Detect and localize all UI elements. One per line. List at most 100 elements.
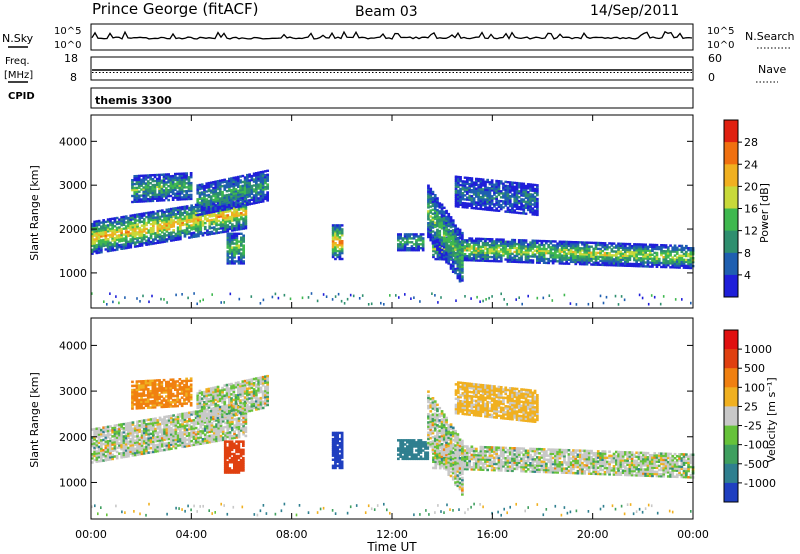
power-cell	[459, 203, 462, 206]
power-cell	[145, 223, 148, 227]
power-cell	[243, 188, 247, 191]
power-cell	[442, 244, 446, 247]
power-cell	[454, 258, 457, 261]
power-cell	[545, 251, 548, 255]
power-cell	[637, 253, 641, 256]
power-cell	[147, 217, 151, 220]
power-cell	[504, 252, 508, 255]
power-cell	[221, 222, 225, 226]
power-cell	[572, 256, 575, 260]
velocity-cell	[167, 427, 171, 430]
power-cell	[100, 243, 103, 246]
power-cell	[183, 231, 187, 234]
power-cell	[664, 262, 668, 265]
power-cell	[633, 256, 636, 260]
power-cell	[209, 185, 213, 188]
power-cell	[111, 247, 114, 250]
power-cell	[479, 245, 483, 248]
power-cell	[449, 263, 453, 266]
power-cell	[433, 237, 437, 240]
power-cell	[461, 277, 464, 280]
power-cell	[639, 245, 643, 248]
velocity-cell	[199, 430, 203, 433]
power-cell	[515, 246, 519, 250]
power-cell	[140, 220, 144, 223]
power-cell	[451, 252, 455, 256]
power-cell	[221, 201, 225, 204]
velocity-cell	[115, 436, 119, 439]
velocity-cell	[206, 426, 209, 430]
power-cell	[131, 188, 134, 192]
power-cell	[427, 218, 430, 221]
power-cell	[459, 180, 462, 183]
power-cell	[421, 241, 425, 244]
power-cell	[540, 243, 544, 247]
velocity-cell	[224, 425, 227, 429]
power-cell	[442, 216, 446, 219]
power-cell	[578, 251, 582, 254]
power-cell	[147, 213, 151, 216]
velocity-cell	[149, 442, 153, 446]
power-cell	[538, 251, 541, 254]
power-cell	[617, 248, 620, 251]
velocity-cell	[201, 431, 205, 435]
power-cell	[224, 226, 227, 229]
power-cell	[468, 247, 471, 250]
power-cell	[144, 198, 148, 201]
power-cell	[144, 182, 148, 185]
power-cell	[255, 174, 258, 177]
power-cell	[226, 260, 230, 263]
power-cell	[526, 204, 530, 208]
velocity-cell	[212, 425, 216, 429]
power-cell	[161, 231, 164, 234]
velocity-cell	[109, 429, 112, 432]
power-cell	[449, 241, 453, 245]
power-cell	[232, 178, 236, 182]
power-cell	[218, 197, 222, 200]
power-cell	[502, 238, 505, 241]
power-cell	[461, 196, 465, 199]
power-cell	[497, 199, 501, 203]
power-cell	[454, 228, 457, 231]
power-cell	[458, 246, 462, 249]
power-cell	[481, 198, 485, 201]
power-cell	[431, 242, 435, 245]
velocity-cell	[174, 420, 178, 423]
power-cell	[612, 242, 616, 245]
power-cell	[97, 229, 101, 233]
power-cell	[160, 187, 164, 190]
power-cell	[242, 221, 245, 224]
power-cell	[113, 242, 117, 246]
power-cell	[442, 256, 446, 259]
power-cell	[456, 267, 460, 270]
velocity-cell	[91, 428, 94, 431]
power-cell	[431, 230, 435, 233]
power-cell	[153, 187, 157, 191]
power-cell	[479, 186, 483, 189]
power-cell	[228, 219, 232, 223]
velocity-cell	[188, 425, 191, 429]
power-cell	[124, 231, 128, 234]
power-cell	[599, 255, 602, 259]
power-cell	[199, 222, 203, 226]
power-cell	[234, 176, 238, 179]
velocity-cell	[145, 425, 148, 428]
power-cell	[235, 242, 239, 245]
velocity-cell	[174, 436, 178, 439]
power-cell	[146, 194, 150, 197]
power-cell	[135, 190, 139, 193]
power-cell	[454, 244, 457, 247]
velocity-cell	[93, 430, 96, 433]
power-cell	[252, 196, 256, 199]
power-cell	[231, 223, 234, 226]
power-cell	[228, 203, 231, 206]
velocity-cell	[102, 438, 105, 442]
power-cell	[556, 244, 559, 247]
velocity-cell	[208, 438, 212, 442]
velocity-cell	[118, 425, 121, 429]
power-cell	[228, 197, 231, 200]
power-cell	[248, 203, 251, 206]
power-cell	[233, 250, 236, 253]
power-cell	[246, 173, 249, 177]
velocity-cell	[91, 442, 94, 446]
